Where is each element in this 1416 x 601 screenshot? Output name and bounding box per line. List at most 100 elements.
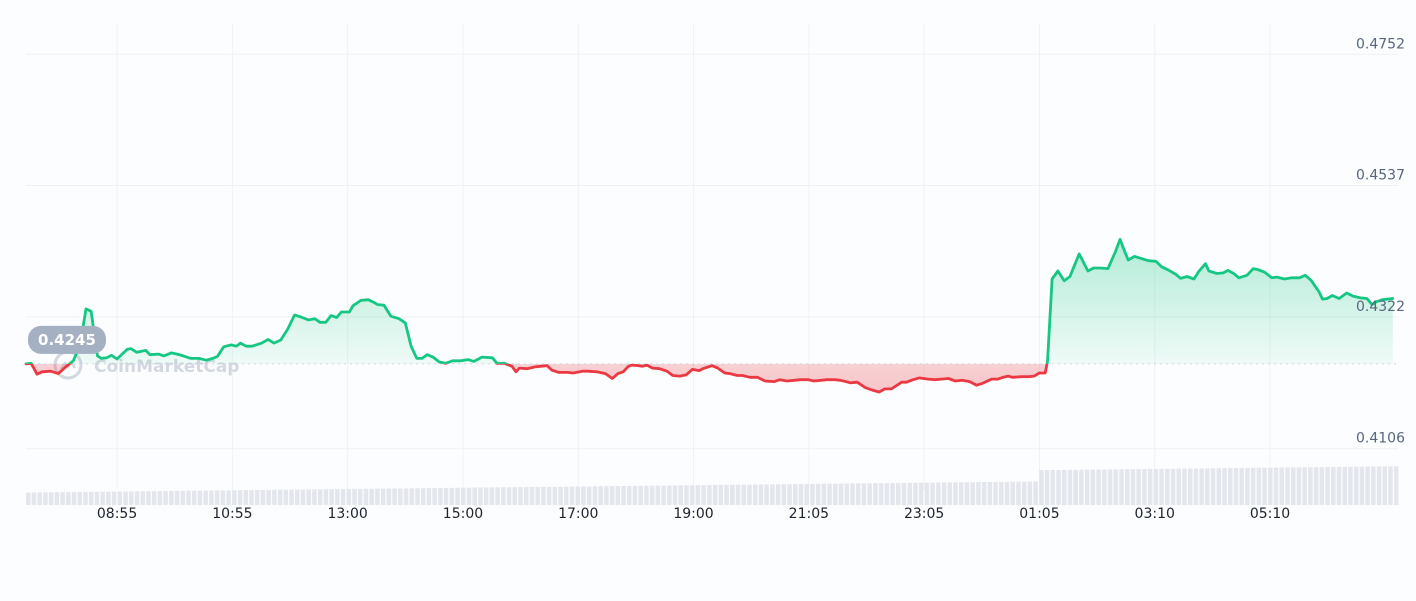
volume-bar-181 bbox=[1062, 469, 1067, 505]
volume-bar-157 bbox=[924, 482, 930, 505]
volume-bar-166 bbox=[976, 482, 981, 505]
volume-bar-52 bbox=[323, 489, 329, 505]
x-tick-label-7: 23:05 bbox=[904, 506, 944, 522]
volume-bar-128 bbox=[758, 484, 764, 505]
volume-bar-30 bbox=[197, 490, 203, 505]
volume-bar-118 bbox=[701, 485, 706, 505]
volume-bar-104 bbox=[621, 485, 626, 505]
volume-bar-133 bbox=[787, 484, 792, 505]
reference-price-badge-bg bbox=[28, 325, 106, 354]
volume-bar-8 bbox=[71, 491, 77, 505]
volume-bar-222 bbox=[1296, 467, 1302, 505]
volume-bar-67 bbox=[409, 488, 414, 505]
volume-bar-9 bbox=[77, 491, 83, 505]
volume-bar-68 bbox=[415, 488, 420, 505]
volume-bar-57 bbox=[352, 488, 357, 505]
volume-bar-66 bbox=[403, 488, 409, 505]
volume-bar-168 bbox=[987, 481, 993, 505]
volume-bar-163 bbox=[958, 482, 964, 505]
volume-bar-77 bbox=[466, 487, 472, 505]
volume-bar-219 bbox=[1279, 467, 1285, 505]
volume-bar-180 bbox=[1056, 469, 1061, 505]
volume-bar-1 bbox=[31, 492, 37, 505]
volume-bar-213 bbox=[1245, 467, 1250, 505]
volume-bar-65 bbox=[398, 488, 403, 505]
volume-bar-148 bbox=[873, 483, 878, 505]
volume-bar-125 bbox=[741, 484, 746, 505]
reference-price-badge: 0.4245 bbox=[28, 325, 106, 354]
volume-bar-175 bbox=[1027, 481, 1033, 505]
volume-bar-189 bbox=[1107, 469, 1113, 505]
volume-bar-229 bbox=[1336, 466, 1342, 505]
volume-bar-102 bbox=[609, 486, 615, 505]
volume-bar-96 bbox=[575, 486, 580, 505]
volume-bar-182 bbox=[1067, 469, 1073, 505]
volume-bar-113 bbox=[672, 485, 678, 505]
volume-bar-141 bbox=[833, 483, 838, 505]
volume-bar-177 bbox=[1039, 470, 1044, 505]
volume-bar-94 bbox=[564, 486, 569, 505]
volume-bar-73 bbox=[443, 487, 449, 505]
x-tick-label-0: 08:55 bbox=[97, 506, 137, 522]
volume-bar-188 bbox=[1102, 469, 1107, 505]
volume-bar-142 bbox=[838, 483, 844, 505]
volume-bar-62 bbox=[380, 488, 386, 505]
volume-bar-144 bbox=[850, 483, 855, 505]
volume-bar-47 bbox=[295, 489, 300, 505]
volume-bar-200 bbox=[1170, 468, 1176, 505]
volume-bar-6 bbox=[60, 492, 65, 505]
volume-bar-123 bbox=[730, 484, 735, 505]
volume-bar-139 bbox=[821, 483, 827, 505]
volume-bar-50 bbox=[312, 489, 317, 505]
volume-bar-203 bbox=[1187, 468, 1193, 505]
volume-bar-218 bbox=[1273, 467, 1279, 505]
volume-bar-226 bbox=[1319, 467, 1325, 505]
volume-bar-64 bbox=[392, 488, 397, 505]
volume-bar-129 bbox=[764, 484, 769, 505]
volume-bar-156 bbox=[918, 482, 924, 505]
volume-bar-186 bbox=[1090, 469, 1096, 505]
x-tick-label-1: 10:55 bbox=[212, 506, 252, 522]
volume-bar-231 bbox=[1348, 466, 1353, 505]
volume-bar-224 bbox=[1308, 467, 1313, 505]
volume-bar-119 bbox=[707, 485, 712, 505]
volume-bar-191 bbox=[1119, 469, 1124, 505]
price-area-fill bbox=[26, 239, 1393, 392]
volume-bar-183 bbox=[1073, 469, 1078, 505]
volume-bar-60 bbox=[369, 488, 374, 505]
volume-bar-106 bbox=[632, 485, 638, 505]
x-tick-label-8: 01:05 bbox=[1019, 506, 1059, 522]
volume-bar-34 bbox=[220, 490, 226, 505]
volume-bar-137 bbox=[810, 483, 815, 505]
volume-bar-221 bbox=[1290, 467, 1296, 505]
volume-bar-48 bbox=[300, 489, 306, 505]
volume-bar-196 bbox=[1147, 468, 1153, 505]
volume-bar-127 bbox=[752, 484, 758, 505]
volume-bar-239 bbox=[1394, 466, 1399, 505]
volume-bar-233 bbox=[1359, 466, 1365, 505]
volume-bar-162 bbox=[953, 482, 958, 505]
volume-bar-23 bbox=[157, 491, 163, 505]
volume-bar-202 bbox=[1182, 468, 1187, 505]
volume-bar-176 bbox=[1033, 481, 1038, 505]
volume-bar-61 bbox=[375, 488, 380, 505]
reference-price-label: 0.4245 bbox=[38, 331, 96, 349]
volume-bar-76 bbox=[461, 487, 466, 505]
volume-bar-22 bbox=[151, 491, 157, 505]
volume-bar-26 bbox=[174, 490, 180, 505]
volume-bar-51 bbox=[317, 489, 323, 505]
volume-bar-21 bbox=[146, 491, 151, 505]
volume-bar-132 bbox=[781, 484, 787, 505]
volume-bar-138 bbox=[815, 483, 821, 505]
volume-bar-173 bbox=[1016, 481, 1021, 505]
x-axis-ticks: 08:55 10:55 13:00 15:00 17:00 19:00 21:05 23:05… bbox=[97, 506, 1290, 522]
volume-bar-130 bbox=[770, 484, 775, 505]
volume-bar-117 bbox=[695, 485, 701, 505]
volume-bar-46 bbox=[289, 489, 294, 505]
volume-bar-39 bbox=[249, 490, 254, 505]
volume-bar-217 bbox=[1268, 467, 1273, 505]
volume-bar-44 bbox=[277, 489, 283, 505]
volume-bar-228 bbox=[1331, 466, 1336, 505]
